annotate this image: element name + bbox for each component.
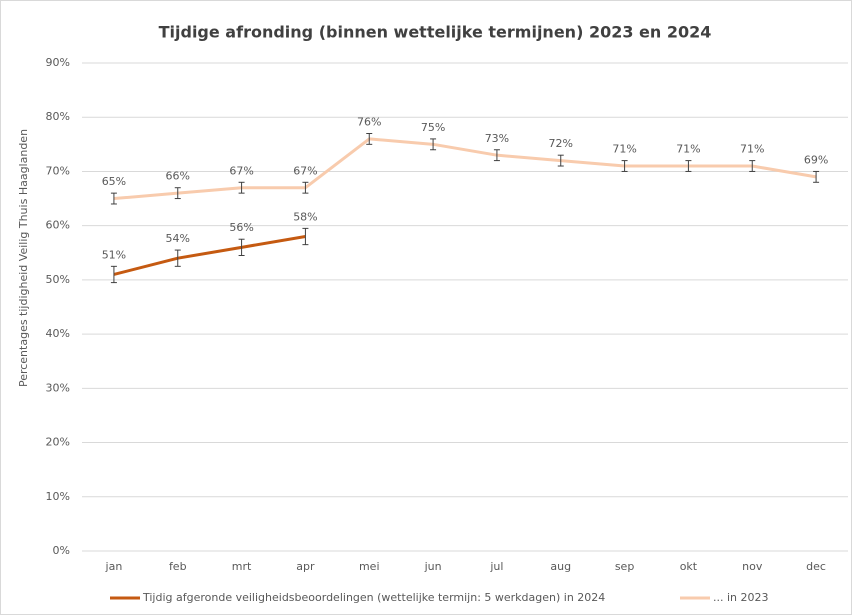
error-bar — [430, 138, 437, 151]
x-tick-label: jun — [424, 560, 442, 573]
data-label: 65% — [102, 175, 126, 188]
error-bar — [238, 181, 245, 194]
error-bar — [238, 238, 245, 256]
series-line — [113, 137, 817, 201]
error-bar — [621, 160, 628, 172]
data-label: 54% — [166, 232, 190, 245]
legend-label: Tijdig afgeronde veiligheidsbeoordelinge… — [142, 591, 605, 604]
x-tick-label: aug — [550, 560, 571, 573]
error-bar — [366, 132, 373, 145]
y-tick-label: 80% — [46, 110, 70, 123]
error-bar — [302, 181, 309, 194]
error-bar — [110, 265, 117, 284]
data-label: 71% — [612, 143, 636, 156]
error-bar — [685, 160, 692, 172]
data-label: 69% — [804, 153, 828, 166]
y-tick-label: 70% — [46, 164, 70, 177]
error-bar — [493, 149, 500, 162]
data-label: 71% — [740, 143, 764, 156]
x-tick-label: apr — [296, 560, 315, 573]
x-tick-label: mei — [359, 560, 380, 573]
y-tick-label: 0% — [53, 544, 70, 557]
y-tick-label: 40% — [46, 327, 70, 340]
error-bar — [557, 154, 564, 167]
data-label: 71% — [676, 143, 700, 156]
x-tick-label: nov — [742, 560, 763, 573]
data-label: 67% — [229, 164, 253, 177]
chart-title: Tijdige afronding (binnen wettelijke ter… — [159, 23, 712, 42]
data-label: 76% — [357, 115, 381, 128]
data-label: 73% — [485, 132, 509, 145]
error-bar — [749, 160, 756, 172]
data-label: 56% — [229, 221, 253, 234]
y-tick-label: 30% — [46, 381, 70, 394]
data-label: 72% — [549, 137, 573, 150]
x-tick-label: jul — [489, 560, 503, 573]
error-bar — [110, 192, 117, 205]
y-tick-label: 90% — [46, 56, 70, 69]
y-axis-label: Percentages tijdigheid Veilig Thuis Haag… — [17, 129, 30, 387]
y-tick-label: 50% — [46, 273, 70, 286]
error-bar — [174, 187, 181, 200]
x-tick-label: dec — [806, 560, 826, 573]
x-tick-label: mrt — [232, 560, 252, 573]
data-label: 67% — [293, 164, 317, 177]
data-label: 58% — [293, 210, 317, 223]
series-line — [113, 235, 306, 276]
y-tick-label: 60% — [46, 219, 70, 232]
x-tick-label: jan — [105, 560, 123, 573]
error-bar — [174, 249, 181, 267]
y-tick-label: 20% — [46, 436, 70, 449]
data-label: 51% — [102, 248, 126, 261]
x-tick-label: okt — [680, 560, 698, 573]
legend-label: ... in 2023 — [713, 591, 769, 604]
x-tick-label: sep — [615, 560, 634, 573]
data-label: 75% — [421, 121, 445, 134]
data-label: 66% — [166, 170, 190, 183]
x-tick-label: feb — [169, 560, 187, 573]
error-bar — [302, 227, 309, 246]
error-bar — [813, 170, 820, 183]
y-tick-label: 10% — [46, 490, 70, 503]
